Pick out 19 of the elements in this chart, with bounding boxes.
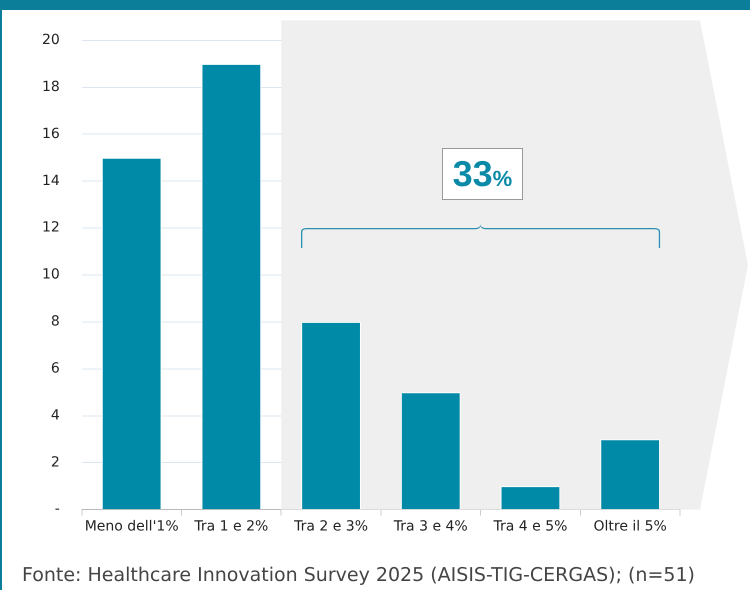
y-tick-label: 20 xyxy=(42,32,60,48)
y-tick-label: 14 xyxy=(42,172,60,189)
y-tick-label: 10 xyxy=(42,266,60,283)
x-tick-label: Tra 1 e 2% xyxy=(193,518,268,535)
y-tick-label: 6 xyxy=(50,360,60,376)
y-tick-label: 8 xyxy=(50,314,60,330)
x-tick-label: Tra 3 e 4% xyxy=(392,518,468,535)
x-tick-label: Oltre il 5% xyxy=(593,518,667,535)
x-tick-label: Meno dell'1% xyxy=(84,518,179,535)
x-tick-label: Tra 2 e 3% xyxy=(293,518,368,535)
source-note: Fonte: Healthcare Innovation Survey 2025 (AISIS-TIG-CERGAS); (n=51) xyxy=(22,564,695,586)
y-tick-label: 2 xyxy=(50,454,60,470)
x-tick-label: Tra 4 e 5% xyxy=(492,518,568,535)
y-tick-label: - xyxy=(54,501,60,518)
y-tick-label: 16 xyxy=(42,126,60,142)
band-label: 33% xyxy=(442,148,524,200)
y-tick-label: 12 xyxy=(42,220,60,236)
y-tick-label: 4 xyxy=(50,407,60,424)
y-tick-label: 18 xyxy=(42,78,60,95)
